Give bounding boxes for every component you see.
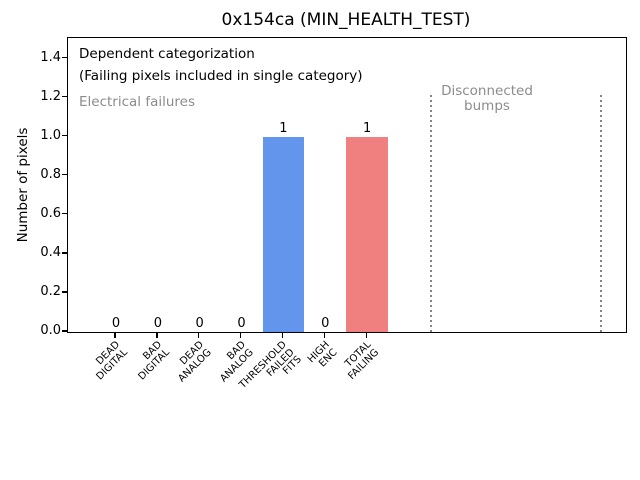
- x-tick-label: BAD DIGITAL: [135, 339, 172, 383]
- annotation-dependent-categorization: Dependent categorization: [79, 46, 255, 62]
- x-tick-mark: [239, 333, 242, 338]
- y-tick-mark: [62, 135, 67, 137]
- y-tick-label: 0.4: [40, 244, 61, 260]
- bar: [262, 136, 305, 332]
- bar-value-label: 0: [321, 316, 330, 331]
- y-tick-label: 0.8: [40, 166, 61, 182]
- x-tick-label: HIGH ENC: [305, 339, 339, 370]
- region-separator-line: [429, 95, 432, 332]
- annotation-disconnected-bumps: Disconnected bumps: [441, 83, 533, 114]
- y-tick-label: 1.2: [40, 88, 61, 104]
- y-tick-mark: [62, 213, 67, 215]
- y-tick-mark: [62, 56, 67, 59]
- y-tick-mark: [62, 330, 67, 332]
- y-tick-label: 1.0: [40, 127, 61, 143]
- x-tick-label: DEAD DIGITAL: [94, 339, 130, 383]
- y-tick-mark: [62, 252, 67, 254]
- x-tick-mark: [198, 333, 200, 338]
- x-tick-mark: [114, 333, 116, 338]
- bar-value-label: 0: [153, 316, 162, 331]
- x-tick-label: DEAD ANALOG: [175, 339, 214, 385]
- bar-value-label: 1: [362, 120, 372, 136]
- y-tick-label: 0.2: [40, 283, 61, 299]
- bar-value-label: 1: [279, 120, 288, 136]
- y-tick-label: 1.4: [40, 49, 61, 65]
- y-tick-mark: [62, 291, 67, 293]
- bar-value-label: 0: [195, 316, 204, 331]
- chart-title: 0x154ca (MIN_HEALTH_TEST): [221, 10, 471, 30]
- region-separator-line: [600, 95, 602, 332]
- x-tick-mark: [156, 333, 158, 338]
- x-tick-mark: [365, 333, 367, 338]
- plot-area: Dependent categorization (Failing pixels…: [67, 37, 627, 333]
- bar-value-label: 0: [111, 316, 121, 331]
- y-tick-label: 0.6: [40, 205, 61, 221]
- x-tick-label: TOTAL FAILING: [342, 339, 381, 382]
- x-tick-mark: [281, 333, 284, 338]
- y-tick-mark: [62, 174, 67, 176]
- bar: [346, 136, 388, 332]
- y-tick-label: 0.0: [40, 323, 61, 338]
- y-tick-mark: [62, 95, 67, 98]
- annotation-failing-pixels-note: (Failing pixels included in single categ…: [79, 68, 363, 84]
- annotation-electrical-failures: Electrical failures: [79, 94, 196, 110]
- x-tick-mark: [323, 333, 325, 338]
- bar-value-label: 0: [237, 316, 246, 331]
